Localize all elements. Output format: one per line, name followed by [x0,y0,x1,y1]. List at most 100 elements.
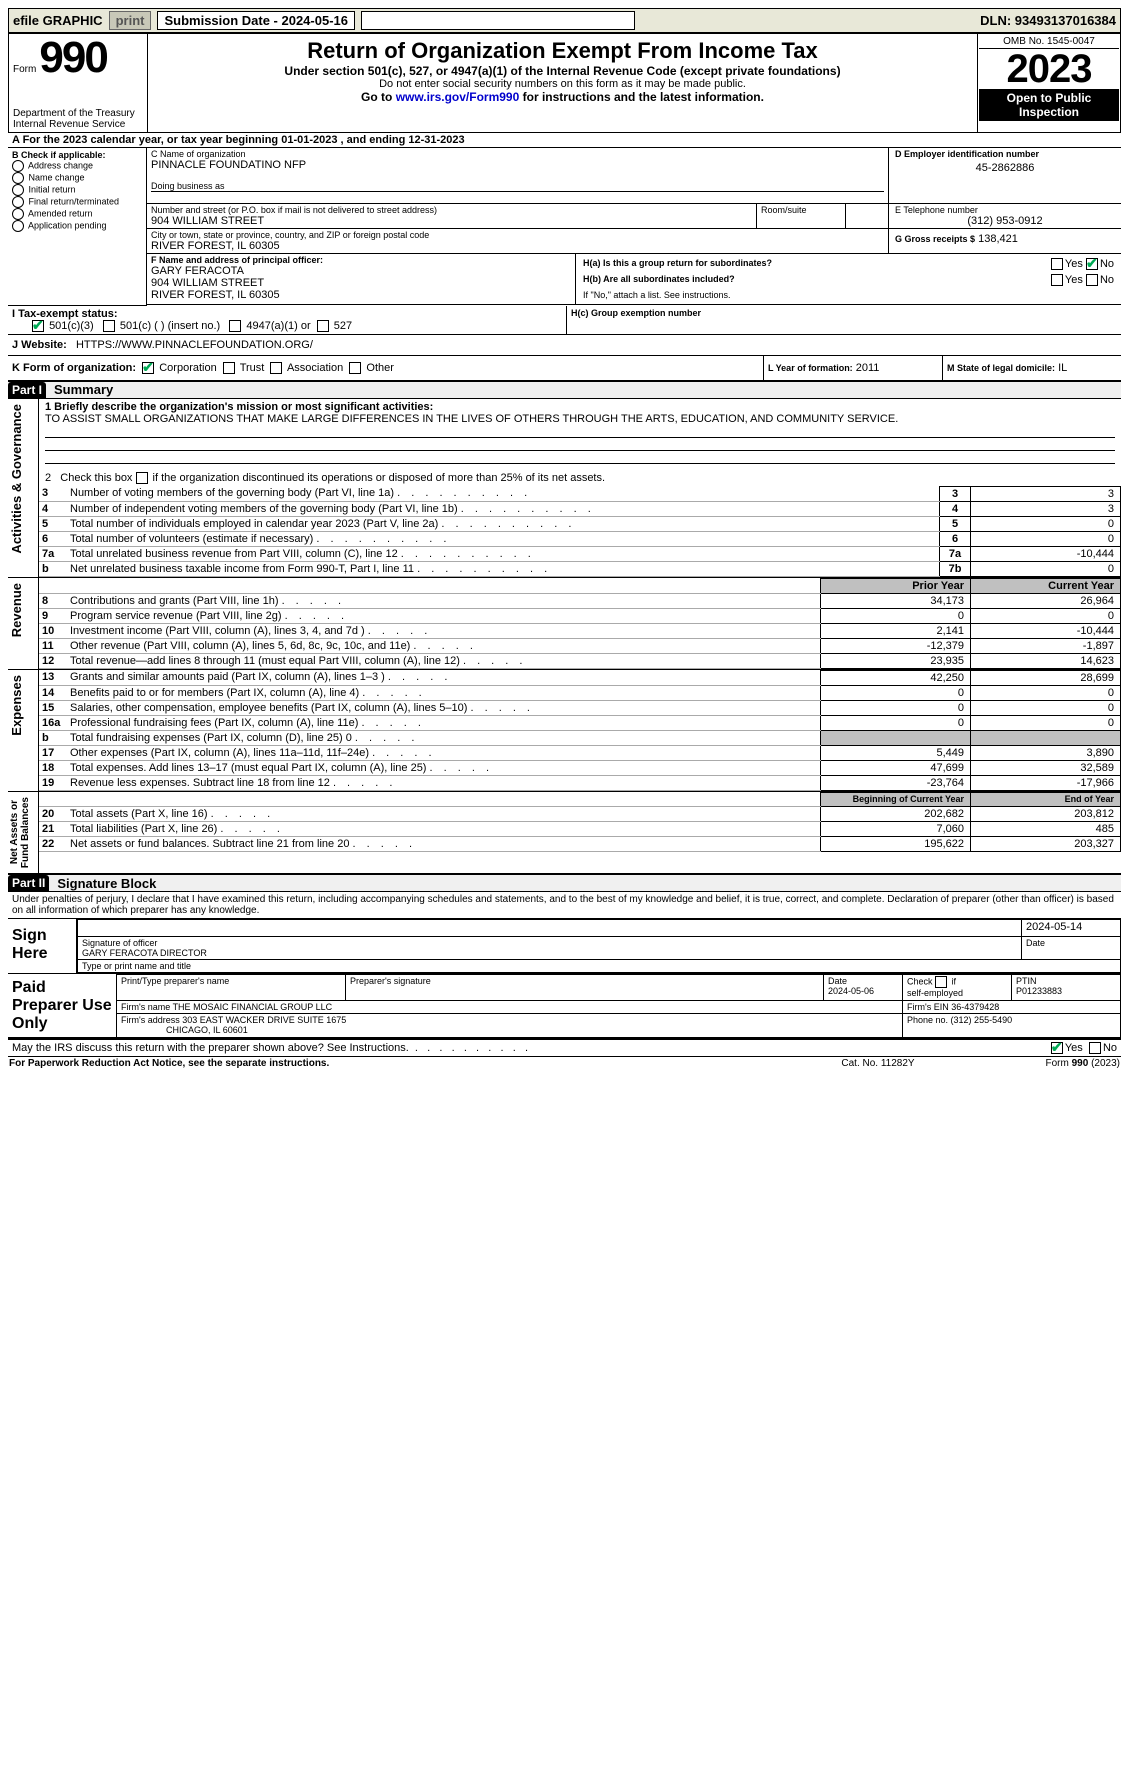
summary-line: Investment income (Part VIII, column (A)… [67,623,821,638]
prep-date: Date2024-05-06 [824,975,903,1001]
summary-line: Professional fundraising fees (Part IX, … [67,715,821,730]
sig-date: 2024-05-14 [1022,920,1121,937]
i-501c-checkbox[interactable] [103,320,115,332]
blank-field [361,11,635,30]
topbar: efile GRAPHIC print Submission Date - 20… [8,8,1121,33]
officer-street: 904 WILLIAM STREET [151,277,571,289]
box-b-item: Application pending [12,220,142,232]
efile-label: efile GRAPHIC [13,13,103,28]
ha-no-checkbox[interactable] [1086,258,1098,270]
vlabel-ag: Activities & Governance [9,400,24,558]
hb-note: If "No," attach a list. See instructions… [582,289,1115,301]
discuss-no-checkbox[interactable] [1089,1042,1101,1054]
vlabel-exp: Expenses [9,671,24,740]
d-label: D Employer identification number [895,149,1115,159]
officer-sig-name: GARY FERACOTA DIRECTOR [82,948,207,958]
hc-label: H(c) Group exemption number [571,308,1117,318]
summary-line: Number of independent voting members of … [67,501,940,516]
end-year-header: End of Year [971,792,1121,807]
mission-text: TO ASSIST SMALL ORGANIZATIONS THAT MAKE … [45,413,1115,425]
summary-line: Benefits paid to or for members (Part IX… [67,685,821,700]
vlabel-na: Net Assets or Fund Balances [9,793,31,872]
f-label: F Name and address of principal officer: [151,255,571,265]
i-501c3-checkbox[interactable] [32,320,44,332]
open-to-public: Open to Public Inspection [979,89,1119,121]
summary-line: Number of voting members of the governin… [67,486,940,501]
part1-header: Part I Summary [8,381,1121,399]
summary-line: Salaries, other compensation, employee b… [67,700,821,715]
self-employed: Check ifself-employed [903,975,1012,1001]
k-corp-checkbox[interactable] [142,362,154,374]
summary-line: Contributions and grants (Part VIII, lin… [67,593,821,608]
k-other-checkbox[interactable] [349,362,361,374]
summary-line: Total liabilities (Part X, line 26) . . … [67,822,821,837]
ptin: PTINP01233883 [1012,975,1121,1001]
part1-table: Activities & Governance 1 Briefly descri… [8,399,1121,874]
begin-year-header: Beginning of Current Year [821,792,971,807]
dln-label: DLN: 93493137016384 [980,13,1116,28]
form-title: Return of Organization Exempt From Incom… [154,36,971,64]
summary-line: Total revenue—add lines 8 through 11 (mu… [67,653,821,668]
subtitle-3: Go to www.irs.gov/Form990 for instructio… [154,90,971,104]
i-4947-checkbox[interactable] [229,320,241,332]
q2-checkbox[interactable] [136,472,148,484]
submission-date: Submission Date - 2024-05-16 [157,11,355,30]
sign-here-label: Sign Here [8,919,77,974]
subtitle-1: Under section 501(c), 527, or 4947(a)(1)… [154,64,971,78]
hb-no-checkbox[interactable] [1086,274,1098,286]
box-b-item: Amended return [12,208,142,220]
officer-name: GARY FERACOTA [151,265,571,277]
info-block: B Check if applicable: Address change Na… [8,148,1121,306]
i-527-checkbox[interactable] [317,320,329,332]
summary-line: Total unrelated business revenue from Pa… [67,546,940,561]
firm-phone: (312) 255-5490 [951,1015,1013,1025]
firm-name: THE MOSAIC FINANCIAL GROUP LLC [173,1002,333,1012]
e-label: E Telephone number [895,205,1115,215]
box-b-label: B Check if applicable: [12,150,142,160]
prep-name-label: Print/Type preparer's name [117,975,346,1001]
street-label: Number and street (or P.O. box if mail i… [151,205,752,215]
m-label: M State of legal domicile: [947,363,1055,373]
summary-line: Total number of volunteers (estimate if … [67,531,940,546]
sign-here-block: Sign Here 2024-05-14 Signature of office… [8,919,1121,974]
gross-receipts: 138,421 [978,233,1018,245]
summary-line: Revenue less expenses. Subtract line 18 … [67,775,821,790]
q1-label: 1 Briefly describe the organization's mi… [45,401,1115,413]
form-number: 990 [39,33,106,82]
discuss-label: May the IRS discuss this return with the… [8,1039,973,1057]
date-label: Date [1022,937,1121,960]
discuss-yes-checkbox[interactable] [1051,1042,1063,1054]
row-ij: I Tax-exempt status: 501(c)(3) 501(c) ( … [8,306,1121,335]
summary-line: Total expenses. Add lines 13–17 (must eq… [67,760,821,775]
k-trust-checkbox[interactable] [223,362,235,374]
box-b-item: Address change [12,160,142,172]
subtitle-2: Do not enter social security numbers on … [154,78,971,90]
website: HTTPS://WWW.PINNACLEFOUNDATION.ORG/ [76,339,313,351]
prior-year-header: Prior Year [821,578,971,593]
part2-header: Part II Signature Block [8,874,1121,892]
summary-line: Other expenses (Part IX, column (A), lin… [67,745,821,760]
hb-yes-checkbox[interactable] [1051,274,1063,286]
officer-city: RIVER FOREST, IL 60305 [151,289,571,301]
line-a: A For the 2023 calendar year, or tax yea… [8,133,1121,148]
self-emp-checkbox[interactable] [935,976,947,988]
l-label: L Year of formation: [768,363,853,373]
current-year-header: Current Year [971,578,1121,593]
summary-line: Net unrelated business taxable income fr… [67,561,940,576]
phone: (312) 953-0912 [895,215,1115,227]
summary-line: Total assets (Part X, line 16) . . . . . [67,807,821,822]
footer: For Paperwork Reduction Act Notice, see … [8,1057,1121,1070]
type-label: Type or print name and title [78,960,1121,973]
k-assoc-checkbox[interactable] [270,362,282,374]
summary-line: Total fundraising expenses (Part IX, col… [67,730,821,745]
print-button[interactable]: print [109,11,152,30]
ha-yes-checkbox[interactable] [1051,258,1063,270]
vlabel-rev: Revenue [9,579,24,641]
tax-year: 2023 [979,49,1119,89]
hb-label: H(b) Are all subordinates included? [582,273,1011,287]
box-b-item: Initial return [12,184,142,196]
firm-addr2: CHICAGO, IL 60601 [166,1025,248,1035]
k-label: K Form of organization: [12,362,136,374]
irs-link[interactable]: www.irs.gov/Form990 [396,90,520,104]
org-name: PINNACLE FOUNDATINO NFP [151,159,884,171]
